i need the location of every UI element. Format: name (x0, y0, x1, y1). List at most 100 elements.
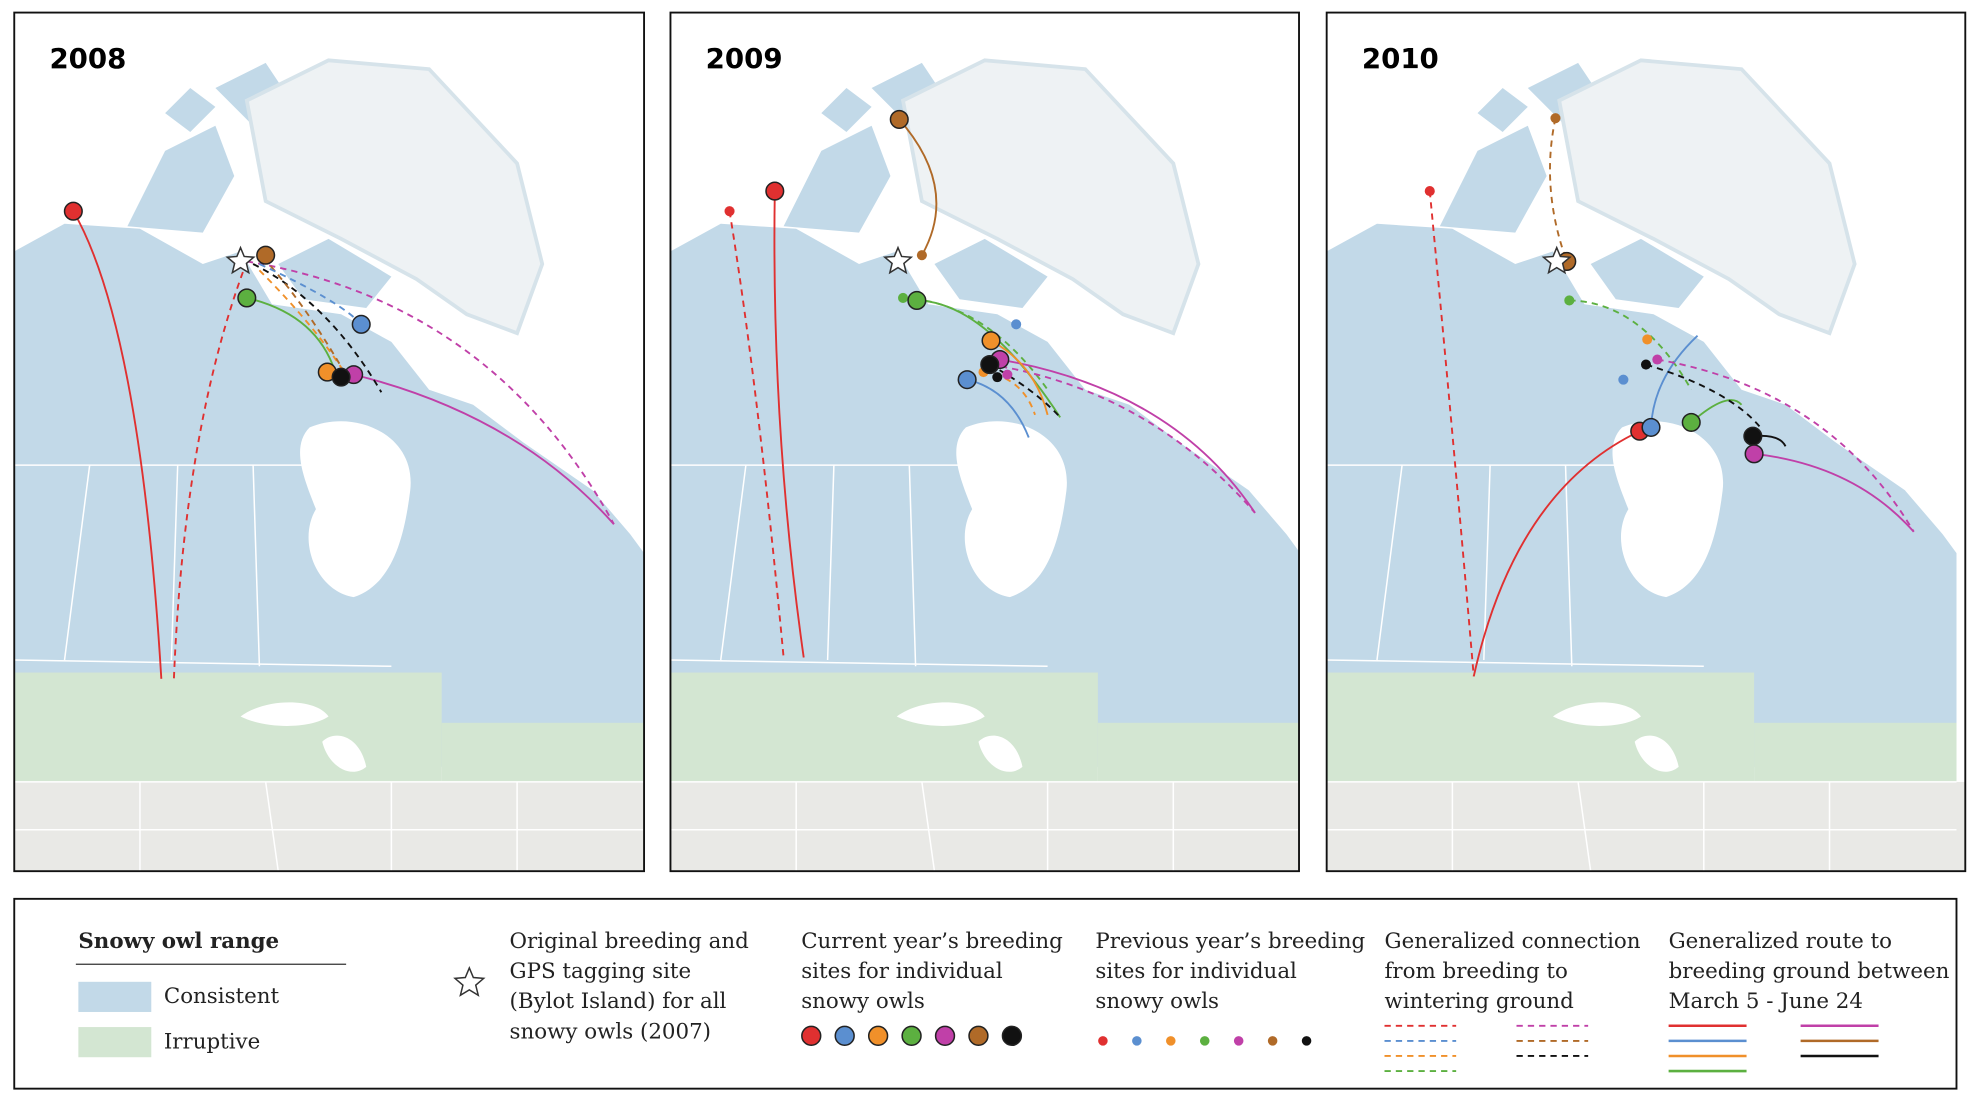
previous-dot (1098, 1036, 1108, 1046)
route (246, 260, 615, 525)
range-item: Consistent (164, 984, 280, 1009)
land-irruptive (670, 672, 1098, 786)
arctic-islands (127, 62, 392, 308)
previous-dot (1199, 1036, 1210, 1046)
greenland (1557, 58, 1857, 336)
current-site (1743, 426, 1763, 446)
previous-site (916, 250, 927, 261)
legend-text: March 5 - June 24 (1669, 989, 1863, 1014)
current-site (1681, 412, 1701, 432)
panel-frame (669, 11, 1300, 873)
borders (1326, 464, 1957, 872)
legend-text: Generalized connection (1385, 929, 1641, 954)
current-site (981, 331, 1001, 351)
panel-frame (1325, 11, 1967, 873)
legend-text: Original breeding and (510, 929, 750, 954)
range-item: Irruptive (164, 1029, 260, 1054)
land-irruptive (14, 672, 442, 786)
current-site (351, 314, 371, 334)
route (1569, 299, 1693, 391)
route (1472, 430, 1641, 677)
tagging-site (1541, 245, 1572, 275)
current-site (980, 355, 1000, 375)
tagging-site (882, 245, 914, 275)
year-label: 2010 (1362, 42, 1439, 75)
legend-text: (Bylot Island) for all (510, 989, 727, 1014)
legend-text: GPS tagging site (510, 959, 692, 984)
basemap (670, 12, 1300, 872)
tagging-site (225, 245, 256, 275)
basemap (14, 12, 645, 872)
legend-text: snowy owls (1095, 989, 1219, 1014)
map-panels: 2008 2009 2010 (13, 11, 1967, 873)
hudson-bay (1612, 421, 1724, 598)
legend-text: Generalized route to (1669, 929, 1892, 954)
legend-text: sites for individual (1095, 959, 1297, 984)
route (1650, 334, 1699, 428)
land-irruptive (441, 722, 645, 786)
land-irruptive (1326, 672, 1755, 786)
current-site (256, 245, 276, 265)
route (990, 339, 1049, 416)
route (1549, 117, 1568, 262)
previous-site (1550, 113, 1561, 124)
greenland (900, 58, 1201, 336)
route (902, 296, 1049, 391)
land-irruptive (1097, 722, 1300, 786)
route (989, 363, 1061, 418)
route (999, 358, 1256, 514)
previous-site (898, 292, 909, 303)
previous-dot (1301, 1036, 1312, 1046)
swatch (78, 1027, 152, 1058)
route (1753, 452, 1915, 533)
route (262, 257, 345, 372)
current-site (907, 290, 927, 311)
current-dot (1001, 1025, 1023, 1047)
borders (14, 464, 645, 872)
previous-site (992, 372, 1003, 383)
land-us (670, 781, 1300, 872)
route (898, 118, 938, 256)
previous-site (1424, 186, 1435, 197)
current-site (1641, 417, 1661, 437)
year-label: 2009 (706, 42, 783, 75)
panel-frame (13, 11, 646, 873)
current-site (1744, 444, 1764, 464)
current-dot (968, 1025, 989, 1047)
previous-site (1564, 295, 1575, 306)
great-lakes (240, 702, 367, 772)
current-dot (901, 1025, 922, 1047)
legend-text: Previous year’s breeding (1095, 929, 1365, 954)
previous-site (1652, 354, 1663, 365)
map-panel: 2010 (1325, 11, 1967, 873)
previous-dot (1233, 1036, 1244, 1046)
route (172, 261, 248, 679)
greenland (244, 58, 545, 336)
hudson-bay (300, 421, 411, 598)
map-panel: 2009 (669, 11, 1300, 873)
previous-site (724, 206, 735, 217)
borders (670, 464, 1300, 872)
current-site (889, 109, 909, 129)
star-symbol (453, 966, 486, 997)
legend-text: snowy owls (2007) (510, 1019, 711, 1044)
previous-site (1002, 369, 1013, 380)
legend-text: snowy owls (801, 989, 925, 1014)
current-site (331, 367, 351, 387)
legend-text: breeding ground between (1669, 959, 1950, 984)
range-title: Snowy owl range (78, 929, 279, 954)
legend-text: wintering ground (1385, 989, 1575, 1014)
route (1657, 358, 1915, 533)
route (353, 373, 615, 525)
current-dot (834, 1025, 855, 1047)
current-dot (801, 1025, 822, 1047)
route (246, 297, 336, 372)
route (916, 299, 1061, 418)
swatch (78, 981, 152, 1012)
great-lakes (896, 702, 1023, 772)
year-label: 2008 (49, 42, 126, 75)
legend-text: Current year’s breeding (801, 929, 1063, 954)
route (258, 269, 349, 378)
land-us (14, 781, 645, 872)
